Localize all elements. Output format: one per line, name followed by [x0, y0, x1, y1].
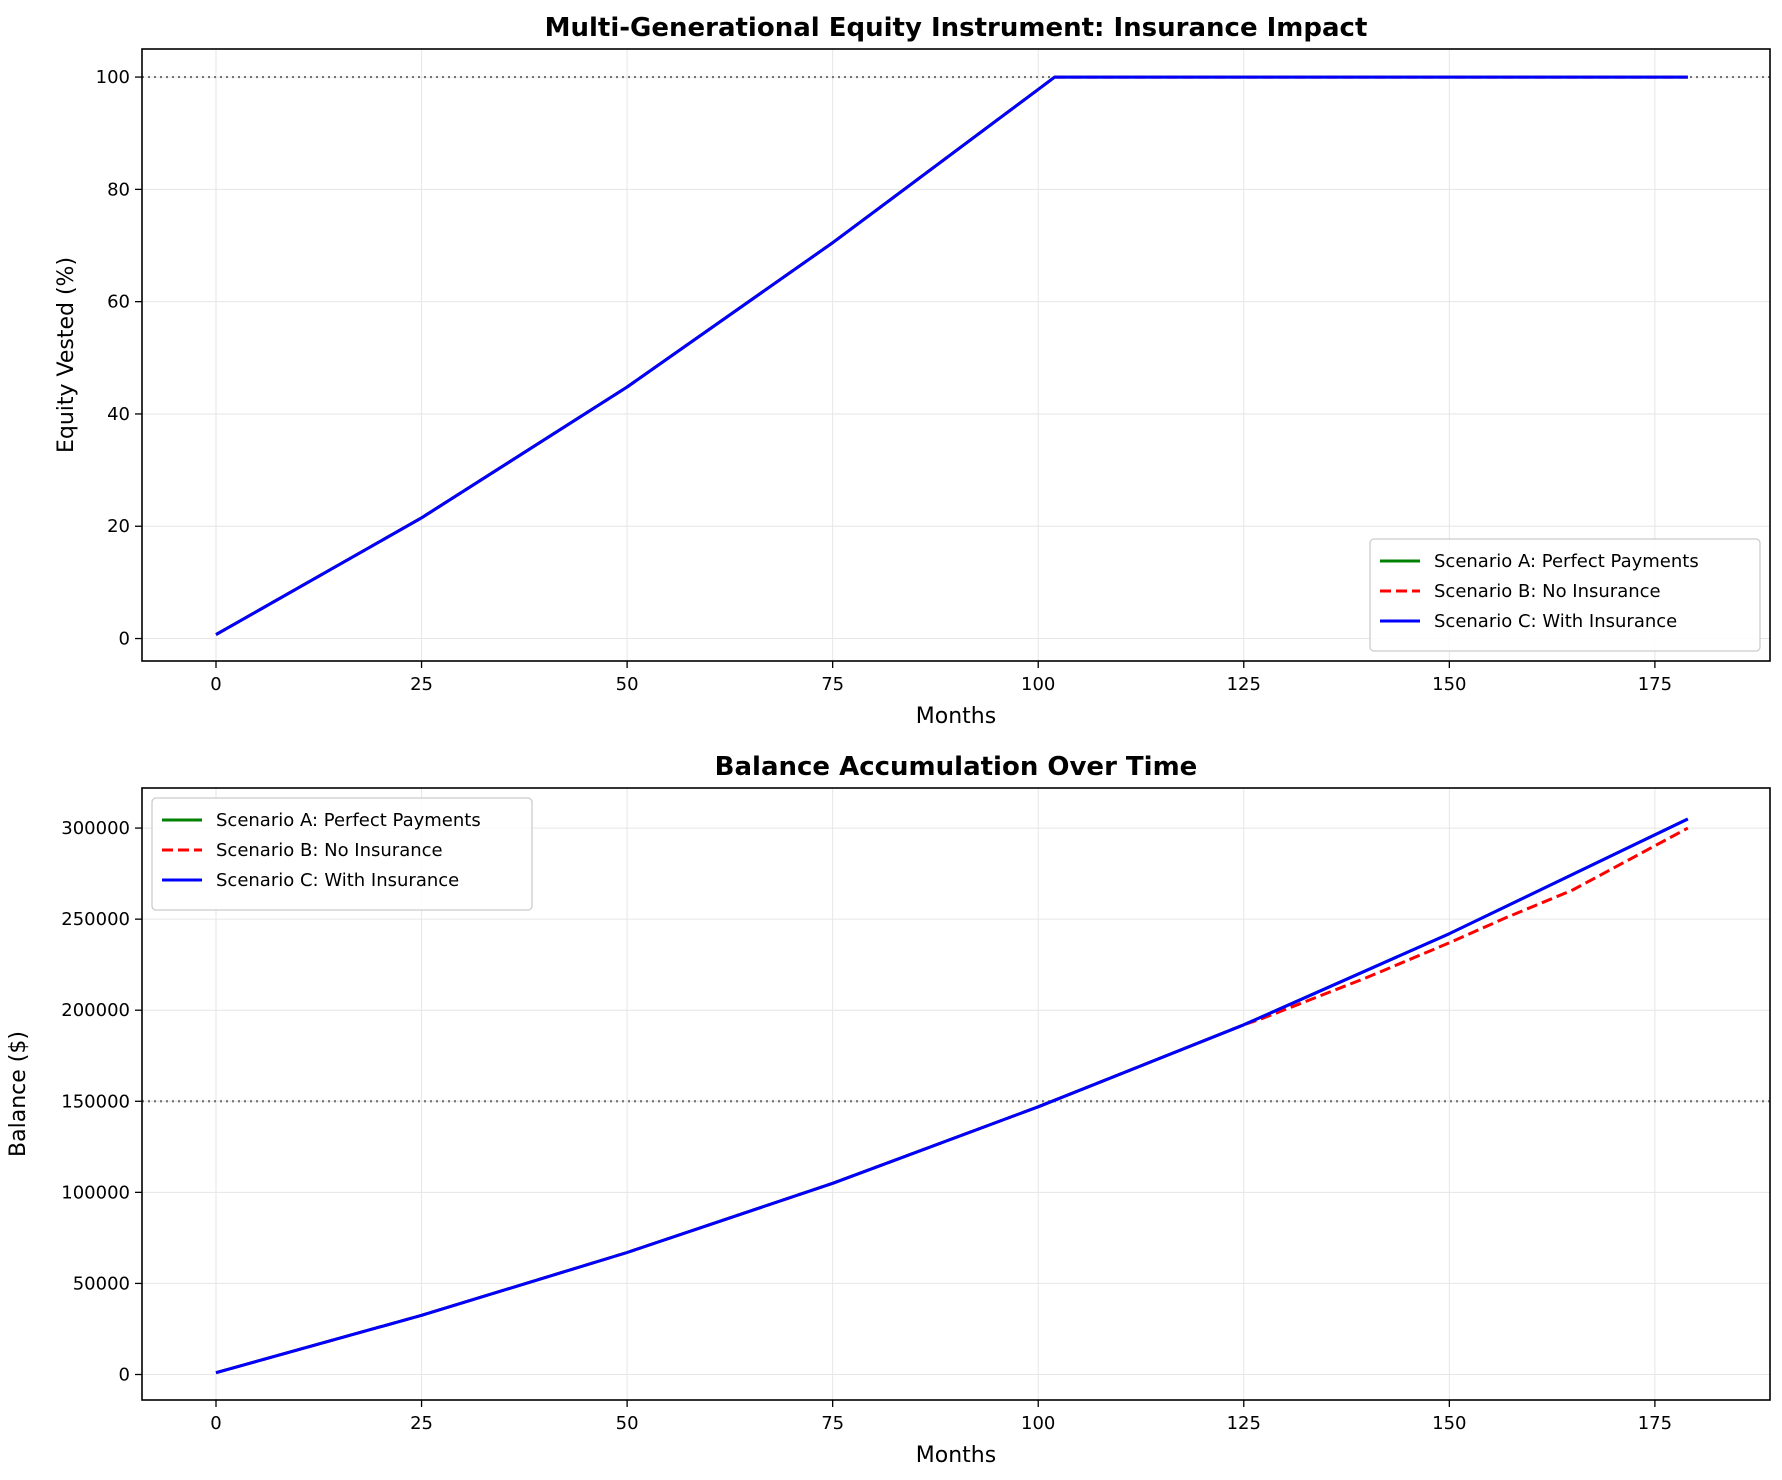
- legend-label: Scenario C: With Insurance: [1434, 611, 1677, 632]
- x-tick-label: 25: [410, 674, 433, 695]
- y-tick-label: 250000: [61, 909, 130, 930]
- x-tick-label: 50: [616, 674, 639, 695]
- y-tick-label: 80: [107, 179, 130, 200]
- legend: Scenario A: Perfect Payments Scenario B: …: [151, 797, 533, 911]
- x-tick-label: 175: [1638, 1413, 1672, 1434]
- axes-frame: [141, 787, 1771, 1401]
- y-tick-label: 50000: [73, 1273, 130, 1294]
- x-tick-label: 75: [821, 1413, 844, 1434]
- x-axis-label: Months: [916, 704, 996, 729]
- legend-label: Scenario A: Perfect Payments: [1434, 551, 1699, 572]
- y-tick-label: 20: [107, 516, 130, 537]
- x-tick-label: 175: [1638, 674, 1672, 695]
- y-tick-label: 0: [119, 1365, 130, 1386]
- y-tick-label: 60: [107, 292, 130, 313]
- y-tick-label: 150000: [61, 1091, 130, 1112]
- x-tick-label: 0: [210, 1413, 221, 1434]
- legend-label: Scenario B: No Insurance: [1434, 581, 1661, 602]
- axes-frame: [141, 48, 1771, 662]
- x-axis-label: Months: [916, 1443, 996, 1468]
- legend-label: Scenario B: No Insurance: [216, 840, 443, 861]
- balance-accumulation-chart: 0 25 50 75 100 125 150 175 0 50000 100000 150000 200…: [6, 752, 1771, 1468]
- x-tick-label: 150: [1432, 674, 1466, 695]
- x-tick-label: 100: [1021, 1413, 1055, 1434]
- chart-title: Balance Accumulation Over Time: [715, 752, 1198, 782]
- y-axis-label: Balance ($): [6, 1031, 31, 1157]
- x-tick-label: 0: [210, 674, 221, 695]
- y-tick-label: 0: [119, 629, 130, 650]
- x-tick-label: 100: [1021, 674, 1055, 695]
- y-axis-label: Equity Vested (%): [54, 257, 79, 453]
- equity-vested-chart: 0 25 50 75 100 125 150 175 0 20 40 60 80 100 Multi-Gen…: [54, 13, 1771, 729]
- y-tick-label: 40: [107, 404, 130, 425]
- legend: Scenario A: Perfect Payments Scenario B: …: [1369, 538, 1761, 652]
- y-tick-label: 200000: [61, 1000, 130, 1021]
- x-tick-label: 125: [1227, 1413, 1261, 1434]
- y-tick-label: 100: [96, 67, 130, 88]
- x-tick-label: 25: [410, 1413, 433, 1434]
- legend-box: [1369, 538, 1761, 652]
- series-line-scenario-c: [215, 75, 1688, 636]
- chart-title: Multi-Generational Equity Instrument: In…: [545, 13, 1368, 43]
- x-tick-label: 75: [821, 674, 844, 695]
- legend-label: Scenario A: Perfect Payments: [216, 810, 481, 831]
- legend-box: [151, 797, 533, 911]
- x-tick-label: 150: [1432, 1413, 1466, 1434]
- y-tick-label: 100000: [61, 1182, 130, 1203]
- series-line-scenario-c: [215, 817, 1689, 1375]
- y-tick-label: 300000: [61, 818, 130, 839]
- x-tick-label: 125: [1227, 674, 1261, 695]
- legend-label: Scenario C: With Insurance: [216, 870, 459, 891]
- x-tick-label: 50: [616, 1413, 639, 1434]
